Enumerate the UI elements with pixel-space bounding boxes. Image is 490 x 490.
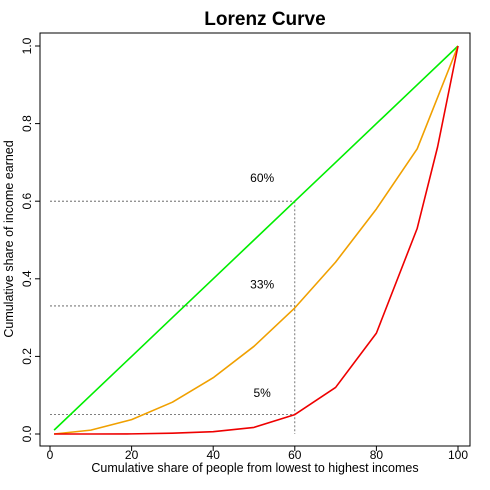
x-tick-label: 100 [448,448,468,462]
y-axis-label: Cumulative share of income earned [2,140,16,337]
x-tick-label: 0 [47,448,54,462]
y-tick-label: 0.8 [20,115,34,132]
y-tick-label: 0.2 [20,348,34,365]
x-axis-label: Cumulative share of people from lowest t… [91,461,418,475]
x-axis: 0 20 40 60 80 100 [47,445,468,462]
y-tick-label: 1.0 [20,37,34,54]
series-lines [53,45,459,435]
y-tick-label: 0.4 [20,270,34,287]
annotation-label: 60% [250,171,274,185]
series-line-3 [54,45,459,435]
reference-lines [50,200,296,434]
x-tick-label: 20 [125,448,139,462]
x-tick-label: 60 [288,448,302,462]
y-tick-label: 0.6 [20,193,34,210]
x-tick-label: 40 [207,448,221,462]
annotation-label: 33% [250,278,274,292]
y-axis: 0.0 0.2 0.4 0.6 0.8 1.0 [20,37,41,442]
chart-title: Lorenz Curve [204,9,325,30]
series-line-2 [53,45,459,435]
series-line-1 [53,45,459,431]
x-tick-label: 80 [370,448,384,462]
annotations: 60% 33% 5% [250,171,274,400]
y-tick-label: 0.0 [20,425,34,442]
annotation-label: 5% [253,386,271,400]
